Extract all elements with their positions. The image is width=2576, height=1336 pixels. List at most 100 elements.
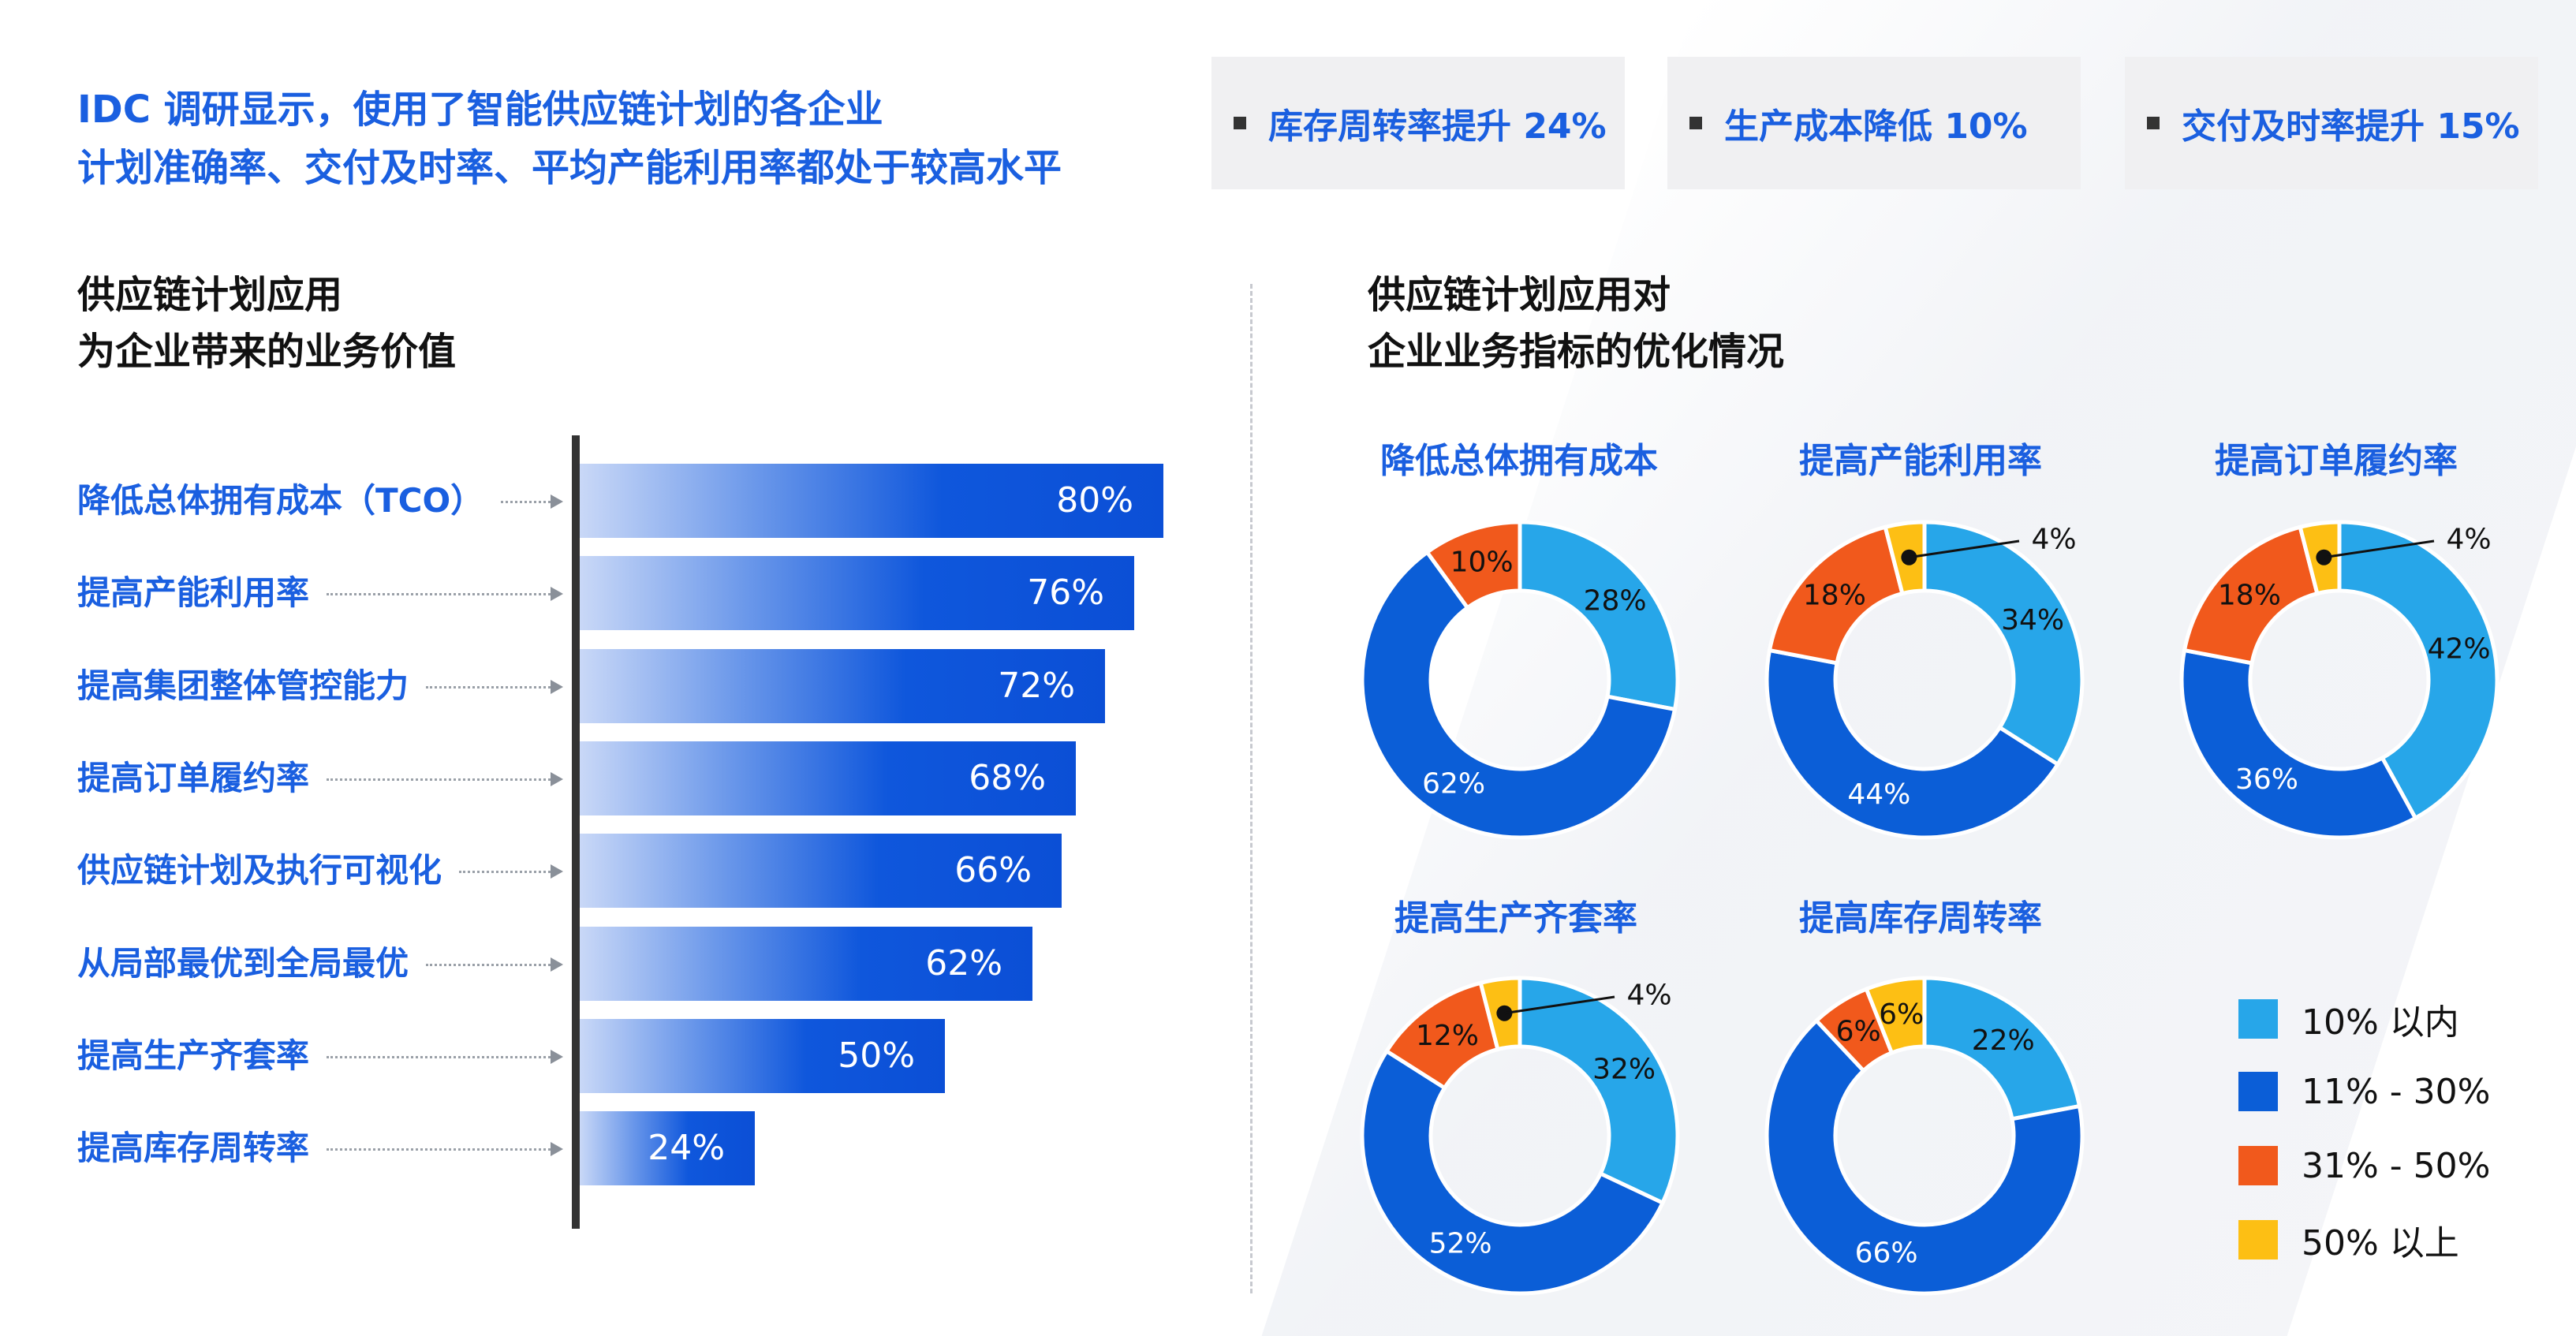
bullet-square-icon — [1234, 117, 1246, 129]
donut-chart: 42% 36% 18% 4% — [2179, 520, 2499, 840]
donut-slice-within-10 — [2337, 520, 2499, 821]
legend-swatch — [2238, 1146, 2278, 1185]
donut-slice-label: 32% — [1592, 1054, 1656, 1086]
bar-category-label: 提高产能利用率 — [77, 573, 310, 612]
bar-value-label: 76% — [1027, 573, 1104, 613]
arrow-right-icon — [551, 1142, 563, 1156]
headline-line-1: IDC 调研显示，使用了智能供应链计划的各企业 — [77, 88, 883, 132]
donut-slice-11-30 — [1764, 647, 2061, 840]
bar: 76% — [580, 556, 1134, 630]
arrow-right-icon — [551, 1050, 563, 1064]
right-section-title: 供应链计划应用对 企业业务指标的优化情况 — [1368, 267, 1784, 380]
bullet-square-icon — [1689, 117, 1702, 129]
donut-slice-within-10 — [1518, 520, 1680, 712]
legend-item: 50% 以上 — [2238, 1219, 2459, 1263]
bar: 80% — [580, 464, 1163, 538]
kpi-inventory-turnover: 库存周转率提升 24% — [1211, 57, 1625, 189]
donut-title-inventory-turnover: 提高库存周转率 — [1799, 898, 2042, 939]
bar-category-label: 供应链计划及执行可视化 — [77, 851, 442, 890]
legend-label: 10% 以内 — [2302, 1002, 2459, 1043]
donut-title-tco: 降低总体拥有成本 — [1380, 441, 1658, 481]
leader-line — [327, 778, 551, 781]
donut-slice-11-30 — [1360, 1048, 1666, 1296]
headline-line-2: 计划准确率、交付及时率、平均产能利用率都处于较高水平 — [77, 146, 1062, 190]
bar: 66% — [580, 834, 1062, 908]
leader-line — [327, 1148, 551, 1151]
bar-category-label: 提高订单履约率 — [77, 759, 310, 797]
leader-line — [501, 501, 551, 503]
left-title-line-2: 为企业带来的业务价值 — [77, 330, 457, 374]
bar: 68% — [580, 741, 1076, 815]
kpi-label: 库存周转率提升 24% — [1268, 106, 1607, 147]
donut-slice-label: 36% — [2235, 763, 2298, 796]
donut-slice-label: 4% — [2031, 524, 2076, 556]
leader-line — [459, 871, 551, 873]
bar-category-label: 提高库存周转率 — [77, 1129, 310, 1167]
donut-slice-label: 18% — [2218, 579, 2281, 611]
bar: 72% — [580, 649, 1105, 723]
donut-slice-label: 22% — [1972, 1024, 2035, 1057]
left-title-line-1: 供应链计划应用 — [77, 273, 343, 317]
bar: 50% — [580, 1019, 945, 1093]
donut-slice-label: 34% — [2001, 604, 2064, 636]
arrow-right-icon — [551, 864, 563, 879]
bar-category-label: 提高生产齐套率 — [77, 1036, 310, 1075]
kpi-label: 生产成本降低 10% — [1724, 106, 2028, 147]
legend-swatch — [2238, 1072, 2278, 1111]
donut-slice-11-30 — [1764, 1017, 2085, 1296]
donut-title-order-fulfillment: 提高订单履约率 — [2215, 441, 2458, 481]
donut-slice-label: 4% — [1626, 980, 1671, 1012]
bar-chart-axis — [572, 435, 580, 1229]
leader-line — [426, 964, 551, 966]
donut-slice-label: 52% — [1429, 1228, 1492, 1260]
donut-title-capacity: 提高产能利用率 — [1799, 441, 2042, 481]
donut-slice-label: 62% — [1422, 768, 1485, 800]
kpi-label: 交付及时率提升 15% — [2182, 106, 2520, 147]
legend-item: 11% - 30% — [2238, 1071, 2490, 1112]
donut-slice-within-10 — [1922, 976, 2082, 1121]
donut-slice-31-50 — [2182, 524, 2320, 666]
headline: IDC 调研显示，使用了智能供应链计划的各企业 计划准确率、交付及时率、平均产能… — [77, 80, 1197, 197]
callout-line — [1909, 539, 2020, 559]
donut-slice-label: 66% — [1855, 1237, 1918, 1269]
bar-category-label: 降低总体拥有成本（TCO） — [77, 481, 484, 520]
callout-line — [2324, 539, 2435, 559]
section-divider — [1250, 284, 1253, 1293]
donut-slice-label: 28% — [1584, 585, 1647, 618]
donut-slice-over-50 — [1864, 976, 1927, 1056]
donut-slice-within-10 — [1518, 976, 1680, 1206]
donut-slice-31-50 — [1424, 520, 1522, 611]
arrow-right-icon — [551, 494, 563, 509]
legend-item: 31% - 50% — [2238, 1145, 2490, 1186]
donut-chart: 34% 44% 18% 4% — [1764, 520, 2085, 840]
bar-category-label: 从局部最优到全局最优 — [77, 944, 409, 983]
donut-slice-label: 44% — [1847, 778, 1910, 811]
bar-value-label: 50% — [838, 1036, 915, 1076]
bar: 24% — [580, 1111, 755, 1185]
donut-slice-label: 10% — [1450, 547, 1514, 579]
callout-line — [1504, 995, 1615, 1015]
legend-label: 31% - 50% — [2302, 1145, 2491, 1186]
bar-value-label: 72% — [998, 666, 1075, 706]
donut-slice-11-30 — [2179, 647, 2418, 840]
donut-chart: 22% 66% 6%6% — [1764, 976, 2085, 1296]
bullet-square-icon — [2147, 117, 2160, 129]
donut-slice-label: 42% — [2428, 633, 2491, 666]
donut-slice-31-50 — [1767, 524, 1905, 666]
donut-title-kitting: 提高生产齐套率 — [1394, 898, 1637, 939]
donut-slice-label: 6% — [1879, 998, 1924, 1031]
bar-value-label: 68% — [969, 758, 1046, 798]
leader-line — [327, 1056, 551, 1058]
arrow-right-icon — [551, 772, 563, 786]
bar-category-label: 提高集团整体管控能力 — [77, 666, 409, 705]
legend-label: 11% - 30% — [2302, 1071, 2491, 1112]
donut-chart: 28% 62% 10% — [1360, 520, 1680, 840]
right-title-line-2: 企业业务指标的优化情况 — [1368, 330, 1785, 374]
donut-slice-within-10 — [1922, 520, 2085, 767]
arrow-right-icon — [551, 587, 563, 601]
right-title-line-1: 供应链计划应用对 — [1368, 273, 1671, 317]
kpi-production-cost: 生产成本降低 10% — [1667, 57, 2081, 189]
kpi-on-time-delivery: 交付及时率提升 15% — [2125, 57, 2538, 189]
bar-value-label: 24% — [648, 1128, 725, 1168]
legend-label: 50% 以上 — [2302, 1223, 2459, 1263]
